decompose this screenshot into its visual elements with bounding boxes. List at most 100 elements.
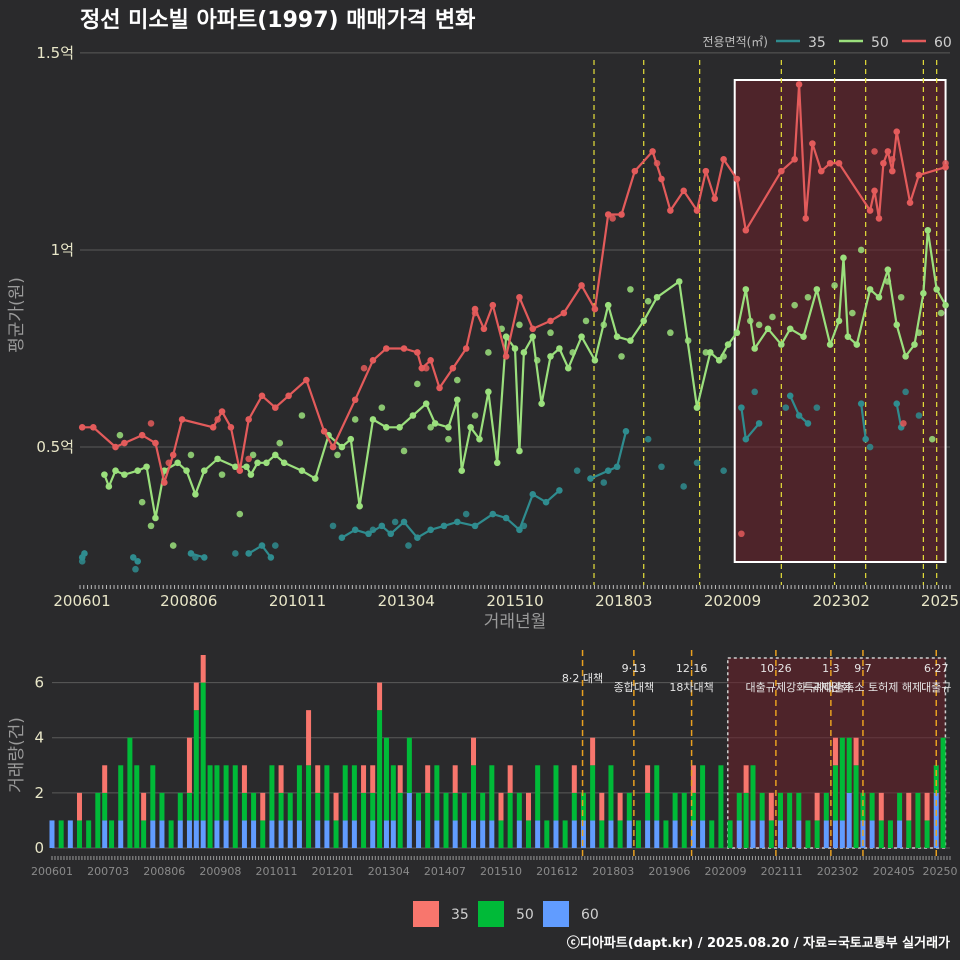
series-50-point <box>187 451 195 459</box>
series-60-point <box>711 195 719 203</box>
series-50-point <box>298 412 306 419</box>
bar-35 <box>370 765 376 793</box>
series-35-point <box>391 518 399 526</box>
series-60-point <box>720 156 727 163</box>
series-50-point <box>813 286 821 293</box>
series-50-point <box>453 376 461 384</box>
bar-50 <box>251 792 257 821</box>
bar-50 <box>434 765 440 821</box>
bar-x-tick-label-5: 201201 <box>312 865 354 878</box>
bar-x-tick-label-6: 201304 <box>368 865 410 878</box>
bar-50 <box>645 792 651 821</box>
series-60-point <box>165 459 173 467</box>
series-35-point <box>272 542 279 549</box>
bar-35 <box>102 765 108 793</box>
series-50-point <box>152 514 159 522</box>
series-60-point <box>742 226 750 234</box>
legend-label-35: 35 <box>808 35 826 51</box>
bar-35 <box>853 737 859 766</box>
bar-60 <box>626 820 632 848</box>
bar-50 <box>269 765 275 821</box>
series-50-point <box>445 435 452 443</box>
bar-50 <box>700 765 706 821</box>
series-35-line-5 <box>590 431 628 480</box>
bar-50 <box>200 682 206 821</box>
bar-50 <box>759 792 765 821</box>
bar-35 <box>377 682 383 711</box>
series-60-point <box>147 420 155 427</box>
series-50-point <box>884 278 892 285</box>
series-60-point <box>791 156 798 163</box>
series-50-point <box>618 353 625 360</box>
bar-50 <box>95 792 101 848</box>
bar-50 <box>177 792 183 821</box>
series-50-point <box>112 467 119 474</box>
series-50-point <box>755 321 763 329</box>
series-50-point <box>280 459 288 467</box>
bar-35 <box>590 737 596 766</box>
bar-50 <box>654 765 660 821</box>
series-35-point <box>365 530 372 538</box>
series-60-point <box>78 424 86 431</box>
bar-50 <box>709 820 715 848</box>
bar-35 <box>743 765 749 793</box>
bar-50 <box>377 710 383 848</box>
bar-50 <box>287 792 293 821</box>
series-60-point <box>285 392 292 400</box>
bar-60 <box>296 820 302 848</box>
event-label2-1: 종합대책 <box>614 681 654 694</box>
bar-60 <box>645 820 651 848</box>
series-35-point <box>755 420 763 427</box>
bar-50 <box>461 792 467 848</box>
bar-60 <box>102 820 108 848</box>
bar-60 <box>571 820 577 848</box>
bar-35 <box>193 682 199 711</box>
series-50-point <box>724 341 732 348</box>
bar-50 <box>498 820 504 848</box>
series-50-point <box>733 329 741 337</box>
bar-50 <box>525 820 531 848</box>
series-35-point <box>351 526 359 534</box>
bar-60 <box>535 820 541 848</box>
series-60-point <box>893 128 901 136</box>
bar-50 <box>832 765 838 821</box>
series-60-point <box>516 293 523 301</box>
bar-50 <box>333 820 339 848</box>
series-60-point <box>471 309 479 317</box>
bar-50 <box>58 820 64 848</box>
bar-x-tick-label-15: 202405 <box>873 865 915 878</box>
series-35-point <box>78 558 86 565</box>
series-60-point <box>138 431 146 439</box>
series-50-point <box>591 357 599 364</box>
bar-35 <box>333 792 339 821</box>
bar-x-tick-label-7: 201407 <box>424 865 466 878</box>
bar-50 <box>846 737 852 793</box>
bar-60 <box>150 820 156 848</box>
series-35-point <box>542 498 550 506</box>
bar-50 <box>897 792 903 821</box>
bar-60 <box>759 820 765 848</box>
bar-60 <box>278 820 284 848</box>
series-50-point <box>578 333 585 340</box>
series-50-point <box>369 416 377 423</box>
series-35-point <box>556 487 563 494</box>
bar-35 <box>200 655 206 683</box>
series-50-point <box>640 317 648 325</box>
bar-50 <box>342 765 348 821</box>
bar-50 <box>544 820 550 848</box>
series-35-point <box>414 534 421 542</box>
series-35-point <box>329 522 337 530</box>
series-60-point <box>329 443 337 451</box>
x-tick-label-8: 2025 <box>921 592 959 610</box>
series-35-point <box>622 427 630 435</box>
legend-label-60: 60 <box>934 35 952 51</box>
bar-50 <box>425 792 431 848</box>
series-35-point <box>502 514 510 522</box>
series-50-point <box>298 467 306 474</box>
bar-60 <box>383 820 389 848</box>
series-60-point <box>738 530 745 538</box>
bar-50 <box>839 737 845 821</box>
series-35-point <box>573 467 581 474</box>
bar-60 <box>736 820 742 848</box>
series-35-point <box>866 443 874 451</box>
